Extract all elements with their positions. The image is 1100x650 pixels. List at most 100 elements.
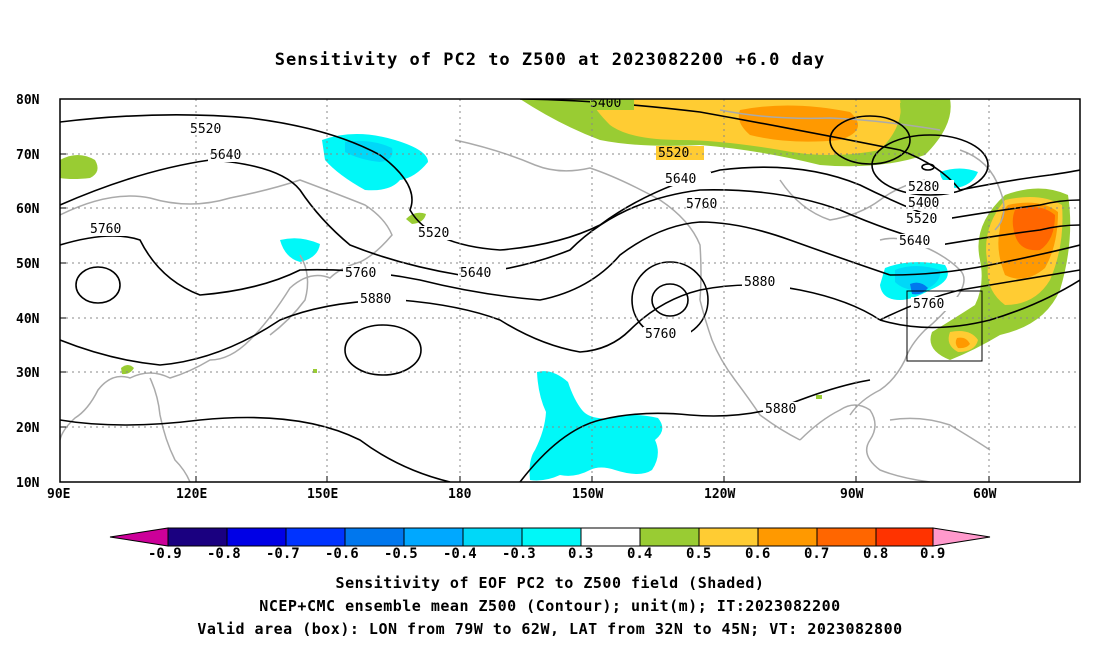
colorbar-label: 0.4 (627, 546, 652, 562)
contour-label: 5880 (360, 292, 391, 307)
lat-label: 60N (16, 202, 40, 217)
coast-asia (60, 179, 393, 441)
colorbar-bin (580, 527, 641, 547)
colorbar-bin (403, 527, 464, 547)
coast-hudson (779, 179, 926, 221)
contour-label: 5760 (645, 327, 676, 342)
contour-5760-atl2 (889, 244, 1080, 276)
lon-label: 150W (572, 487, 603, 502)
contour-5640-atl (939, 224, 1080, 246)
colorbar-label: 0.6 (745, 546, 770, 562)
lat-label: 50N (16, 257, 40, 272)
lat-label: 20N (16, 421, 40, 436)
lon-label: 90W (840, 487, 864, 502)
colorbar-label: -0.8 (207, 546, 241, 562)
lat-label: 70N (16, 148, 40, 163)
shade-speck-scs (121, 365, 134, 375)
geopotential-contours (60, 99, 1080, 482)
colorbar-label: -0.5 (384, 546, 418, 562)
lat-label: 30N (16, 366, 40, 381)
shade-speck-west (60, 155, 98, 179)
contour-label: 5520 (906, 212, 937, 227)
lon-label: 60W (973, 487, 997, 502)
colorbar-label: -0.7 (266, 546, 300, 562)
coastlines (60, 109, 1005, 482)
contour-5880-south (60, 416, 451, 482)
caption-valid-area: Valid area (box): LON from 79W to 62W, L… (197, 620, 903, 638)
contour-label: 5640 (210, 148, 241, 163)
colorbar-left-arrow (109, 527, 169, 547)
contour-high-pacific (344, 324, 422, 376)
coast-indochina (149, 377, 191, 482)
longitude-labels: 90E 120E 150E 180 150W 120W 90W 60W (47, 487, 997, 502)
colorbar-label: 0.7 (804, 546, 829, 562)
lon-label: 120W (704, 487, 735, 502)
coast-caribbean (889, 417, 991, 451)
colorbar-label: -0.4 (443, 546, 477, 562)
colorbar-label: 0.5 (686, 546, 711, 562)
colorbar-label: 0.9 (920, 546, 945, 562)
contour-5520-north (60, 114, 941, 251)
contour-label: 5640 (665, 172, 696, 187)
map-frame (59, 98, 1081, 483)
contour-low-arctic-outer (871, 134, 989, 196)
shade-arctic-green-east (900, 101, 945, 135)
axis-ticks (59, 98, 990, 482)
colorbar-bin (757, 527, 818, 547)
colorbar-right-arrow (932, 527, 991, 547)
coast-arctic (719, 109, 941, 131)
shade-speck-gulf (816, 395, 822, 399)
lat-label: 80N (16, 93, 40, 108)
colorbar-bin (285, 527, 346, 547)
contour-5880-sub (519, 379, 871, 482)
chart-title: Sensitivity of PC2 to Z500 at 2023082200… (274, 50, 826, 70)
lon-label: 180 (448, 487, 472, 502)
lon-label: 90E (47, 487, 70, 502)
contour-label: 5880 (765, 402, 796, 417)
coast-gulf (799, 404, 931, 482)
shade-neg-us-blue (895, 266, 941, 291)
lon-label: 120E (176, 487, 207, 502)
lat-label: 10N (16, 476, 40, 491)
lon-label: 150E (307, 487, 338, 502)
colorbar-bin (226, 527, 287, 547)
contour-low-arctic-mid (829, 115, 911, 165)
colorbar-label: -0.9 (148, 546, 182, 562)
contour-label: 5760 (913, 297, 944, 312)
coast-namerica-west (699, 299, 801, 441)
contour-label: 5400 (908, 196, 939, 211)
colorbar-label: 0.3 (568, 546, 593, 562)
contour-5760-mid (60, 221, 891, 301)
contour-label-group: 5400 5520 5640 5760 5520 5640 5760 5880 … (88, 96, 959, 417)
colorbar: -0.9 -0.8 -0.7 -0.6 -0.5 -0.4 -0.3 0.3 0… (109, 527, 991, 562)
colorbar-bin (521, 527, 582, 547)
shade-arctic-orange (738, 105, 858, 142)
contour-label: 5760 (686, 197, 717, 212)
colorbar-bin (639, 527, 700, 547)
lat-label: 40N (16, 312, 40, 327)
contour-label: 5400 (590, 96, 621, 111)
colorbar-bin (462, 527, 523, 547)
contour-label: 5520 (190, 122, 221, 137)
colorbar-label: -0.6 (325, 546, 359, 562)
coast-japan (269, 254, 309, 336)
contour-label: 5640 (460, 266, 491, 281)
shade-atlantic-red (1012, 206, 1055, 251)
contour-low-arctic-inner (921, 163, 935, 171)
contour-5520-atl (939, 199, 1080, 221)
contour-low-pacific-inner (651, 283, 689, 317)
colorbar-bin (875, 527, 934, 547)
caption-shaded: Sensitivity of EOF PC2 to Z500 field (Sh… (335, 574, 765, 592)
colorbar-bin (698, 527, 759, 547)
contour-low-west (75, 266, 121, 304)
grid-lines (60, 99, 1080, 482)
colorbar-bin (167, 527, 228, 547)
colorbar-bin (344, 527, 405, 547)
shade-neg-bering-blue (345, 140, 393, 162)
contour-5400-atl (959, 169, 1080, 191)
contour-5880-atl (879, 279, 1080, 329)
latitude-labels: 80N 70N 60N 50N 40N 30N 20N 10N (16, 93, 40, 491)
contour-label: 5520 (418, 226, 449, 241)
contour-label: 5640 (899, 234, 930, 249)
